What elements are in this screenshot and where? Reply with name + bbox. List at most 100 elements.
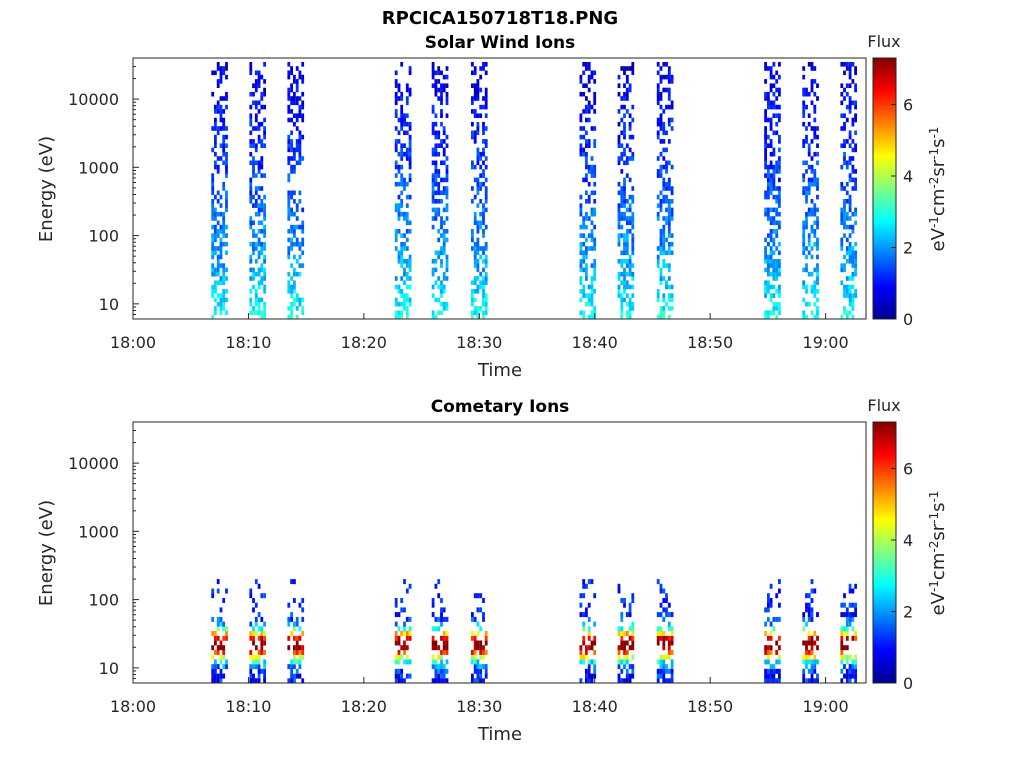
heatmap-cell <box>805 678 808 684</box>
heatmap-cell <box>851 612 855 618</box>
heatmap-cell <box>659 229 663 234</box>
heatmap-cell <box>225 156 228 161</box>
heatmap-cell <box>471 121 474 127</box>
heatmap-cell <box>484 199 488 204</box>
heatmap-cell <box>219 203 223 208</box>
heatmap-cell <box>662 640 666 646</box>
heatmap-cell <box>810 87 814 93</box>
heatmap-cell <box>656 62 660 67</box>
heatmap-cell <box>816 246 819 251</box>
heatmap-cell <box>405 588 409 594</box>
heatmap-cell <box>772 216 776 221</box>
heatmap-cell <box>400 668 404 674</box>
heatmap-cell <box>287 74 291 80</box>
heatmap-cell <box>807 211 811 217</box>
heatmap-cell <box>434 143 438 148</box>
heatmap-cell <box>585 649 588 655</box>
heatmap-cell <box>287 139 291 144</box>
heatmap-cell <box>813 211 817 217</box>
heatmap-cell <box>802 659 806 665</box>
heatmap-cell <box>587 100 591 106</box>
heatmap-cell <box>295 117 299 123</box>
heatmap-cell <box>667 284 671 290</box>
heatmap-cell <box>263 678 266 684</box>
heatmap-cell <box>851 668 855 674</box>
heatmap-cell <box>471 100 474 106</box>
heatmap-cell <box>479 66 483 71</box>
heatmap-cell <box>219 74 223 80</box>
heatmap-cell <box>287 109 291 114</box>
heatmap-cell <box>579 143 583 148</box>
heatmap-cell <box>623 130 626 136</box>
heatmap-cell <box>249 216 253 221</box>
heatmap-cells <box>211 62 857 320</box>
heatmap-cell <box>437 130 441 136</box>
heatmap-cell <box>617 583 621 589</box>
heatmap-cell <box>659 668 663 674</box>
heatmap-cell <box>807 250 811 256</box>
heatmap-cell <box>840 640 844 646</box>
heatmap-cell <box>805 649 808 655</box>
heatmap-cell <box>590 293 594 298</box>
heatmap-cell <box>665 169 668 174</box>
heatmap-cell <box>807 177 811 183</box>
heatmap-cell <box>631 593 635 599</box>
heatmap-cell <box>445 254 449 260</box>
heatmap-cell <box>263 664 266 670</box>
heatmap-cell <box>617 626 621 632</box>
heatmap-cell <box>617 190 621 196</box>
heatmap-cell <box>854 100 857 106</box>
heatmap-cell <box>662 216 666 221</box>
heatmap-cell <box>437 181 441 187</box>
heatmap-cell <box>769 160 773 166</box>
heatmap-cell <box>587 194 591 200</box>
heatmap-cell <box>252 626 255 632</box>
heatmap-cell <box>851 284 855 290</box>
heatmap-cell <box>843 139 846 144</box>
heatmap-cell <box>225 276 228 281</box>
heatmap-cell <box>445 659 449 665</box>
heatmap-cell <box>805 602 808 608</box>
heatmap-cell <box>667 649 671 655</box>
heatmap-cell <box>225 194 228 200</box>
heatmap-cell <box>854 267 857 273</box>
heatmap-cell <box>473 645 477 651</box>
heatmap-cell <box>440 293 443 298</box>
heatmap-cell <box>222 66 226 71</box>
heatmap-cell <box>260 645 264 651</box>
heatmap-cell <box>813 181 817 187</box>
heatmap-cell <box>617 259 621 264</box>
heatmap-cell <box>659 267 663 273</box>
heatmap-cell <box>219 229 223 234</box>
heatmap-cell <box>479 280 483 285</box>
heatmap-cell <box>440 91 443 97</box>
heatmap-cell <box>263 87 266 93</box>
heatmap-cell <box>851 664 855 670</box>
heatmap-cell <box>816 177 819 183</box>
heatmap-cell <box>295 259 299 264</box>
heatmap-cell <box>222 160 226 166</box>
heatmap-cell <box>579 134 583 140</box>
heatmap-cell <box>434 250 438 256</box>
heatmap-cell <box>585 607 588 613</box>
heatmap-cell <box>431 151 435 157</box>
heatmap-cell <box>431 216 435 221</box>
heatmap-cell <box>767 117 770 123</box>
heatmap-cell <box>772 104 776 110</box>
heatmap-cell <box>287 156 291 161</box>
heatmap-cell <box>662 246 666 251</box>
heatmap-cell <box>769 645 773 651</box>
heatmap-cell <box>479 668 483 674</box>
heatmap-cell <box>445 301 449 307</box>
heatmap-cell <box>667 74 671 80</box>
heatmap-cell <box>400 654 404 660</box>
heatmap-cell <box>579 79 583 84</box>
heatmap-cell <box>593 190 597 196</box>
heatmap-cell <box>617 143 621 148</box>
heatmap-cell <box>257 203 261 208</box>
heatmap-cell <box>394 598 398 603</box>
heatmap-cell <box>293 267 296 273</box>
heatmap-cell <box>854 143 857 148</box>
heatmap-cell <box>405 203 409 208</box>
heatmap-cell <box>667 293 671 298</box>
